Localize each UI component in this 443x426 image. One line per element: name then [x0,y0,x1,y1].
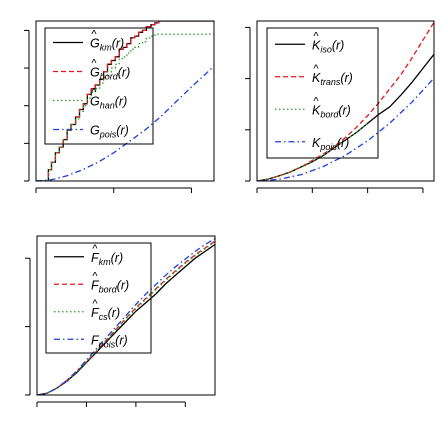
legend-subscript: pois [319,142,337,152]
legend-base-symbol: F [91,278,100,292]
legend-subscript: pois [98,339,116,349]
panel-funcao-k-series-k-trans-r [257,21,434,181]
panel-funcao-g-legend-item-g-pois-r-label: Gpois(r) [90,124,129,140]
panel-funcao-f-series-f-cs-r [37,241,215,395]
legend-subscript: bord [99,284,118,294]
panel-funcao-f-series-f-pois-r [37,238,215,395]
legend-argument: (r) [340,71,353,85]
legend-subscript: han [100,101,115,111]
legend-argument: (r) [112,37,125,51]
panel-funcao-g-legend-item-g-bord-r-hat: ^ [91,58,97,70]
legend-base-symbol: G [90,95,100,109]
panel-funcao-f-legend-box [45,242,152,354]
legend-subscript: bord [100,72,119,82]
panel-funcao-k-series-k-pois-r [257,77,434,181]
legend-subscript: km [99,257,112,267]
legend-base-symbol: G [90,124,100,138]
legend-argument: (r) [118,66,131,80]
panel-funcao-g-series-g-han-r [36,33,214,181]
legend-subscript: pois [99,130,117,140]
panel-funcao-k-legend-item-k-bord-r-label: Kbord(r) [312,103,351,119]
legend-base-symbol: F [91,251,100,265]
panel-funcao-f-plot-frame [36,235,216,396]
panel-funcao-k-legend-item-k-bord-r-hat: ^ [313,95,319,107]
panel-funcao-g-series-g-pois-r [36,65,214,181]
legend-base-symbol: K [312,38,321,52]
panel-funcao-f-legend-item-f-bord-r-hat: ^ [92,270,98,282]
panel-funcao-f: Fkm(r)^Fbord(r)^Fcs(r)^Fpois(r) [25,235,216,407]
legend-argument: (r) [116,124,129,138]
panel-funcao-k-legend-box [266,27,379,159]
panel-funcao-k-series-k-iso-r [257,53,434,181]
legend-base-symbol: K [312,71,321,85]
legend-argument: (r) [332,38,345,52]
panel-funcao-f-legend-item-f-pois-r-label: Fpois(r) [91,333,128,349]
legend-argument: (r) [337,136,350,150]
legend-subscript: bord [320,109,339,119]
legend-subscript: iso [320,44,332,54]
panel-funcao-k: Kiso(r)^Ktrans(r)^Kbord(r)^Kpois(r) [245,20,435,193]
panel-funcao-f-legend-item-f-cs-r-hat: ^ [92,298,98,310]
panel-funcao-f-legend-item-f-km-r-label: Fkm(r) [91,251,123,267]
legend-base-symbol: K [312,103,321,117]
legend-argument: (r) [108,306,121,320]
panel-funcao-g-legend-item-g-km-r-label: Gkm(r) [90,37,124,53]
panel-funcao-k-legend: Kiso(r)^Ktrans(r)^Kbord(r)^Kpois(r) [266,27,379,159]
legend-subscript: km [100,43,113,53]
panel-funcao-g-legend-item-g-han-r-label: Ghan(r) [90,95,127,111]
panel-funcao-f-legend-item-f-cs-r-label: Fcs(r) [91,306,120,322]
panel-funcao-f-legend-item-f-km-r-hat: ^ [92,243,98,255]
legend-argument: (r) [115,95,128,109]
panel-funcao-g-legend-item-g-km-r-hat: ^ [91,29,97,41]
legend-base-symbol: F [91,306,100,320]
panel-funcao-f-legend: Fkm(r)^Fbord(r)^Fcs(r)^Fpois(r) [45,242,152,354]
panel-funcao-f-legend-item-f-bord-r-label: Fbord(r) [91,278,129,294]
legend-subscript: trans [320,77,341,87]
legend-base-symbol: G [90,66,100,80]
panel-funcao-k-legend-item-k-trans-r-hat: ^ [313,63,319,75]
legend-subscript: cs [99,312,109,322]
panel-funcao-g-legend-item-g-han-r-hat: ^ [91,87,97,99]
panel-funcao-k-legend-item-k-pois-r-label: Kpois(r) [312,136,349,152]
panel-funcao-g-legend-item-g-bord-r-label: Gbord(r) [90,66,130,82]
panel-funcao-k-legend-item-k-iso-r-hat: ^ [313,30,319,42]
legend-base-symbol: F [91,333,100,347]
panel-funcao-g-legend: Gkm(r)^Gbord(r)^Ghan(r)^Gpois(r) [44,27,154,145]
legend-argument: (r) [115,333,128,347]
legend-argument: (r) [117,278,130,292]
legend-base-symbol: K [312,136,321,150]
panel-funcao-g-legend-box [44,27,154,145]
legend-argument: (r) [111,251,124,265]
panel-funcao-k-legend-item-k-trans-r-label: Ktrans(r) [312,71,353,87]
panel-funcao-f-series-f-bord-r [37,240,215,395]
panel-funcao-g-plot-frame [35,20,215,182]
panel-funcao-g: Gkm(r)^Gbord(r)^Ghan(r)^Gpois(r) [24,20,215,193]
panel-funcao-k-plot-frame [256,20,435,182]
panel-funcao-k-legend-item-k-iso-r-label: Kiso(r) [312,38,344,54]
legend-base-symbol: G [90,37,100,51]
legend-argument: (r) [338,103,351,117]
